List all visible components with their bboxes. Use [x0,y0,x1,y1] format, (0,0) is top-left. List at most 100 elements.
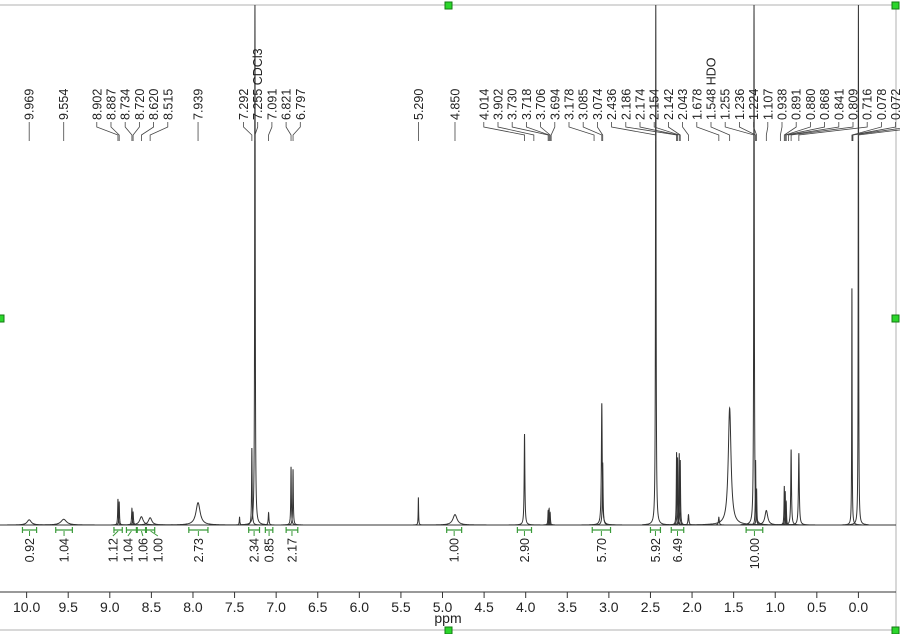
peak-label: 0.078 [875,89,889,120]
integral-label: 0.92 [23,538,37,562]
x-tick-label: 3.5 [558,599,578,615]
peak-label: 2.043 [676,89,690,120]
peak-label: 3.694 [548,89,562,120]
peak [662,408,797,525]
leader-line [125,122,132,141]
leader-line [612,122,656,141]
leader-line [286,122,291,141]
x-tick-label: 10.0 [13,599,40,615]
integral-label: 1.00 [448,538,462,562]
x-tick-label: 4.5 [474,599,494,615]
leader-line [269,122,272,141]
leader-line [293,122,300,141]
integral-leader [128,531,132,536]
x-tick-label: 6.5 [308,599,328,615]
peak-label: 2.186 [619,89,633,120]
peak-label: 0.809 [846,89,860,120]
leader-line [683,122,689,141]
integral-bracket [146,527,154,533]
integral-label: 2.73 [192,538,206,562]
peak-label: 2.436 [605,89,619,120]
x-tick-label: 2.0 [682,599,702,615]
peak-label: 0.716 [861,89,875,120]
x-tick-label: 0.0 [849,599,869,615]
integral-label: 2.34 [248,538,262,562]
peak-label: 3.706 [534,89,548,120]
leader-line [853,122,900,141]
peak-label: 3.718 [520,89,534,120]
peak-label: 0.891 [790,89,804,120]
peak-label: 1.236 [733,89,747,120]
integral-label: 2.17 [285,538,299,562]
peak-label: 3.085 [577,89,591,120]
peak [740,5,767,525]
leader-line [150,122,168,141]
peak-label: 8.887 [104,89,118,120]
peak-label: 5.290 [412,89,426,120]
integral-label: 1.00 [151,538,165,562]
integral-label: 6.49 [671,538,685,562]
leader-line [780,122,782,141]
peak-label: 8.902 [90,89,104,120]
peak-label: 6.821 [280,89,294,120]
integral-bracket [114,527,122,533]
peak-label: 3.730 [506,89,520,120]
peak-label: 3.902 [491,89,505,120]
leader-line [133,122,139,141]
integral-label: 5.70 [595,538,609,562]
peak-label: 9.969 [23,89,37,120]
x-tick-label: 2.5 [641,599,661,615]
x-tick-label: 8.0 [183,599,203,615]
peak [278,467,305,525]
peak-label: 1.548 HDO [704,57,718,120]
integral-label: 1.12 [106,538,120,562]
peak-label: 8.620 [147,89,161,120]
peak-label: 2.174 [633,89,647,120]
integral-label: 1.06 [136,538,150,562]
x-tick-label: 8.5 [142,599,162,615]
peak-label: 3.074 [591,89,605,120]
x-tick-label: 5.0 [433,599,453,615]
peak-label: 8.515 [161,89,175,120]
peak [774,450,808,525]
peak-label: 7.939 [192,89,206,120]
integral-label: 0.85 [263,538,277,562]
integral-label: 10.00 [748,538,762,569]
peak-label: 6.797 [294,89,308,120]
peak-label: 1.224 [747,89,761,120]
leader-line [569,122,594,141]
peak [699,517,740,525]
leader-line [243,122,251,141]
x-tick-label: 6.0 [350,599,370,615]
leader-line [697,122,719,141]
peak-label: 4.014 [477,89,491,120]
peak-label: 1.107 [761,89,775,120]
peak-label: 2.142 [662,89,676,120]
leader-line [766,122,767,141]
x-tick-label: 9.0 [100,599,120,615]
leader-line [711,122,730,141]
leader-line [498,122,534,141]
leader-line [541,122,551,141]
x-tick-label: 9.5 [58,599,78,615]
leader-line [141,122,153,141]
peak [586,463,620,525]
integral-label: 5.92 [649,538,663,562]
peak-label: 8.720 [133,89,147,120]
peak [279,469,306,525]
integral-label: 1.04 [58,538,72,562]
leader-line [551,122,555,141]
peak [508,434,542,525]
x-tick-label: 1.5 [724,599,744,615]
peak [57,517,226,525]
peak-label: 0.072 [889,89,900,120]
peak-label: 8.734 [119,89,133,120]
x-tick-label: 1.0 [765,599,785,615]
peak-label: 1.678 [690,89,704,120]
leader-line [791,122,853,141]
peak [642,5,669,525]
x-tick-label: 7.0 [266,599,286,615]
leader-line [640,122,678,141]
